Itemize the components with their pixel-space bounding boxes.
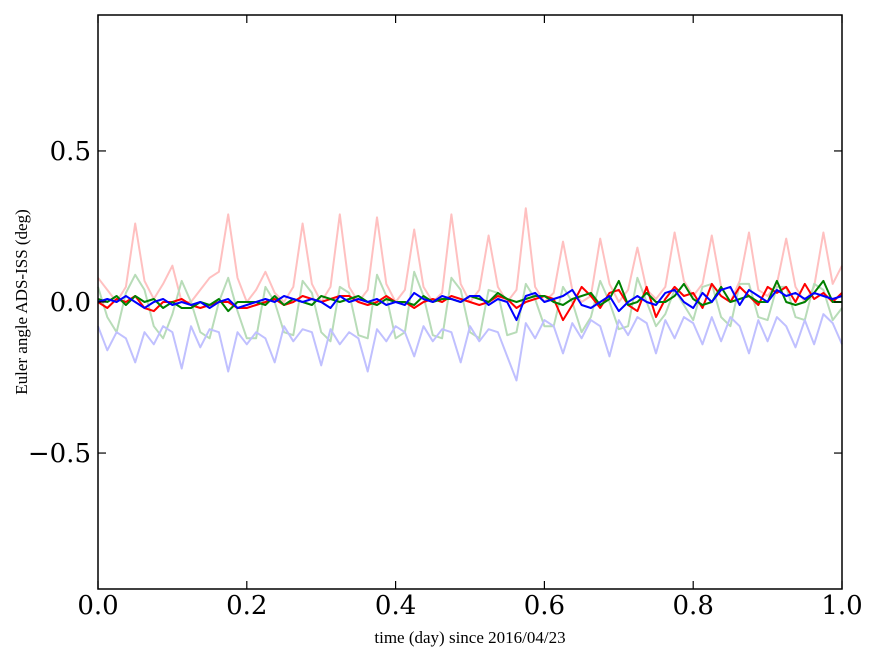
x-tick-label: 1.0	[821, 591, 862, 621]
series-line-2	[97, 270, 843, 343]
y-tick-label: −0.5	[28, 439, 91, 469]
y-tick-label: 0.5	[50, 137, 91, 167]
y-tick-label: 0.0	[50, 288, 91, 318]
tick-layer: 0.0 0.2 0.4 0.6 0.8 1.0 −0.5 0.0 0.5	[28, 15, 863, 621]
x-tick-label: 0.2	[226, 591, 267, 621]
x-tick-label: 0.8	[673, 591, 714, 621]
y-axis-label: Euler angle ADS-ISS (deg)	[12, 209, 31, 395]
x-tick-label: 0.6	[524, 591, 565, 621]
x-tick-label: 0.0	[77, 591, 118, 621]
x-tick-label: 0.4	[375, 591, 416, 621]
series-line-3	[97, 313, 843, 382]
series-line-6	[97, 285, 843, 322]
series-layer	[97, 207, 843, 382]
x-axis-label: time (day) since 2016/04/23	[374, 628, 565, 647]
